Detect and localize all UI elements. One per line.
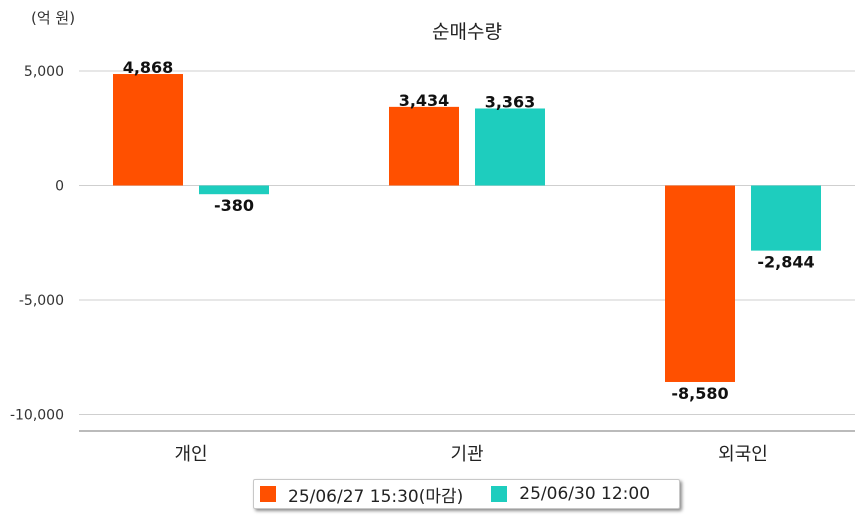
legend: 25/06/27 15:30(마감) 25/06/30 12:00 [253, 479, 680, 509]
legend-item-series-2[interactable]: 25/06/30 12:00 [491, 484, 650, 504]
bar[interactable] [751, 185, 821, 251]
bar[interactable] [113, 74, 183, 186]
chart-title: 순매수량 [432, 21, 502, 43]
data-label: -380 [214, 196, 254, 215]
unit-label: (억 원) [31, 9, 75, 27]
y-axis-ticks: 5,000 0 -5,000 -10,000 [10, 64, 64, 424]
legend-item-series-1[interactable]: 25/06/27 15:30(마감) [260, 482, 463, 507]
y-tick-label: -5,000 [19, 293, 64, 309]
data-label: -8,580 [671, 384, 728, 403]
bar[interactable] [475, 108, 545, 186]
legend-swatch-series-2 [491, 486, 508, 502]
y-tick-label: -10,000 [10, 408, 64, 424]
legend-label-series-2: 25/06/30 12:00 [519, 484, 651, 504]
data-label: -2,844 [757, 253, 814, 272]
x-axis-ticks: 개인 기관 외국인 [174, 444, 767, 465]
data-label: 3,434 [399, 91, 450, 110]
bar[interactable] [199, 185, 269, 195]
gridlines [79, 70, 855, 415]
bars [113, 74, 821, 382]
bar[interactable] [665, 185, 735, 382]
x-tick-label: 기관 [450, 444, 483, 465]
legend-swatch-series-1 [260, 486, 276, 502]
legend-label-series-1: 25/06/27 15:30(마감) [288, 486, 464, 507]
x-tick-label: 개인 [174, 444, 207, 465]
data-label: 4,868 [123, 58, 174, 77]
bar[interactable] [389, 106, 459, 186]
data-label: 3,363 [485, 92, 536, 111]
bar-labels: 4,868 3,434 -8,580 -380 3,363 -2,844 [123, 58, 815, 403]
y-tick-label: 5,000 [24, 64, 64, 80]
x-tick-label: 외국인 [718, 444, 768, 465]
y-tick-label: 0 [55, 179, 64, 195]
